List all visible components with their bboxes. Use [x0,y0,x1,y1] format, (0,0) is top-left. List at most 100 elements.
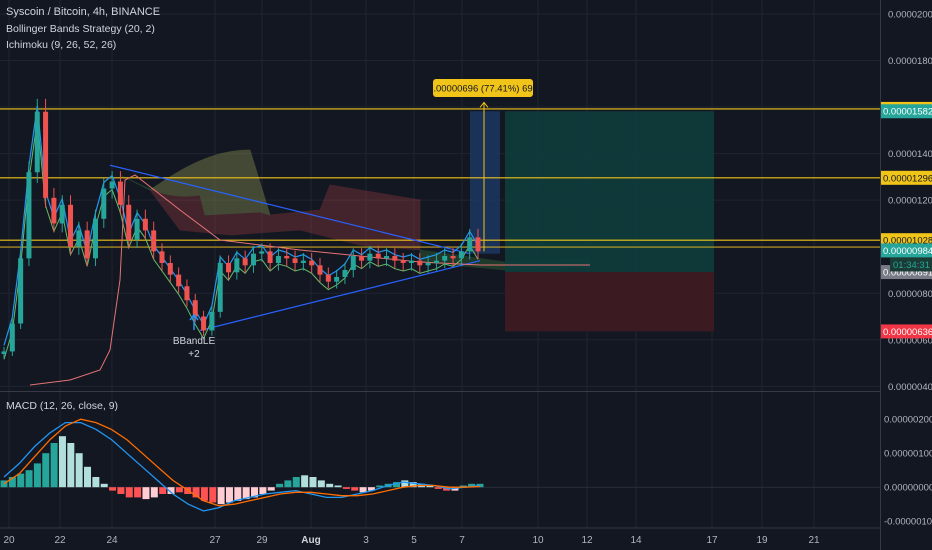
time-tick-label: 17 [706,535,718,546]
bollinger-basis [3,105,479,346]
candle-body [442,256,448,261]
candle-body [76,230,82,247]
price-label: 0.00001296 [883,173,932,184]
signal-label: BBandLE [173,336,216,347]
macd-histogram-bar [242,487,250,500]
signal-line [3,418,481,507]
price-axis: 0.000004000.000006000.000008000.00001000… [880,9,932,528]
legend-ichimoku[interactable]: Ichimoku (9, 26, 52, 26) [6,39,117,51]
candle-body [43,111,49,198]
candle-body [101,188,107,219]
indicator-lines [3,105,590,386]
macd-histogram-bar [209,487,217,503]
time-tick-label: 10 [532,535,544,546]
measure-zone [470,111,500,254]
macd-histogram-bar [426,485,434,488]
candle-body [300,260,306,263]
macd-histogram-bar [234,487,242,501]
macd-histogram-bar [67,443,75,488]
countdown-box [890,257,932,272]
macd-histogram-bar [459,485,467,488]
macd-histogram-bar [75,453,83,488]
pane-separator[interactable] [0,391,880,392]
candle-body [250,253,256,266]
macd-histogram-bar [301,475,309,488]
candle-body [317,265,323,275]
horizontal-levels [0,108,880,248]
long-position-tool [470,111,714,332]
time-tick-label: 29 [256,535,268,546]
candle-body [309,260,315,266]
macd-histogram-bar [167,487,175,494]
price-label: 0.00000891 [883,268,932,279]
macd-histogram-bar [392,482,400,488]
macd-histogram-bar [192,487,200,498]
candle-body [325,274,331,282]
candle-body [109,181,115,189]
legend-bollinger[interactable]: Bollinger Bands Strategy (20, 2) [6,23,155,35]
macd-tick-label: 0.00000100 [884,449,932,460]
candle-body [159,251,165,263]
candle-body [292,258,298,263]
time-tick-label: 21 [808,535,820,546]
price-label: 0.00000636 [883,327,932,338]
time-tick-label: 5 [411,535,417,546]
annotation-marks: BBandLE +2 0.00000696 (77.41%) 696 [173,79,538,360]
trend-line-upper [109,164,471,255]
candle-body [467,237,473,252]
candle-body [184,286,190,301]
macd-histogram-bar [42,453,50,488]
candle-body [134,218,140,240]
macd-histogram-bar [342,487,350,489]
candle-body [384,256,390,259]
candle-body [475,237,481,252]
price-label-box [880,104,932,119]
macd-tick-label: 0.00000200 [884,415,932,426]
macd-histogram-bar [401,480,409,488]
measure-label: 0.00000696 (77.41%) 696 [428,84,538,95]
time-tick-label: 20 [3,535,15,546]
candle-body [226,262,232,273]
macd-tick-label: -0.00000100 [884,517,932,528]
time-tick-label: 19 [756,535,768,546]
candle-body [51,197,57,224]
candle-body [68,204,74,247]
macd-histogram-bar [117,487,125,494]
macd-histogram-bar [217,487,225,505]
macd-histogram-bar [109,487,117,491]
macd-histogram-bar [175,487,183,493]
macd-histogram-bar [150,487,158,498]
axis-separator [880,0,881,550]
price-label-box [880,170,932,185]
candle-body [201,316,207,331]
macd-histogram-bar [92,477,100,488]
macd-histogram-bar [225,487,233,503]
macd-histogram-bar [8,477,16,488]
macd-histogram-bar [159,487,167,494]
candle-body [458,251,464,259]
macd-histogram-bar [33,463,41,488]
macd-histogram-bar [367,487,375,491]
macd-histogram-bar [134,487,142,498]
macd-histogram-bar [200,487,208,501]
price-label: 0.00001028 [883,236,932,247]
symbol-title[interactable]: Syscoin / Bitcoin, 4h, BINANCE [6,6,161,18]
ichimoku-lagging [3,119,479,360]
target-zone [505,111,714,273]
macd-histogram-bar [317,480,325,488]
macd-histogram-bar [276,483,284,488]
candle-body [151,230,157,252]
macd-histogram-bar [376,485,384,488]
time-tick-label: 12 [581,535,593,546]
candle-body [375,253,381,259]
candle-body [425,262,431,266]
signal-count: +2 [188,349,200,360]
legend-macd[interactable]: MACD (12, 26, close, 9) [6,400,119,412]
